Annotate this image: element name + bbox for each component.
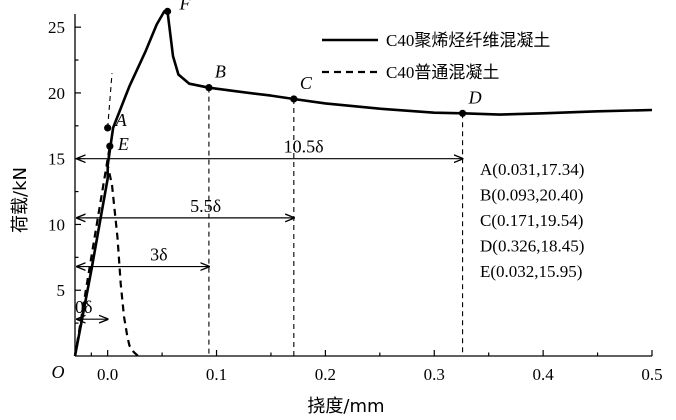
y-tick-label: 25 (48, 18, 65, 37)
elastic-extension-line (107, 73, 113, 128)
coordinate-labels: A(0.031,17.34) B(0.093,20.40) C(0.171,19.5… (480, 160, 584, 281)
point-marker-f (163, 7, 172, 15)
x-tick-label: 0.5 (641, 365, 662, 384)
annotation-label-1: 5.5δ (190, 196, 221, 216)
y-axis-title: 荷载/kN (10, 167, 31, 233)
point-label-e: E (117, 134, 129, 154)
series-lines (73, 10, 653, 357)
coordinate-label: D(0.326,18.45) (480, 237, 584, 256)
y-tick-label: 10 (48, 215, 65, 234)
axes: 0.0 0.1 0.2 0.3 0.4 0.5 5 10 15 20 25 (48, 14, 663, 384)
series-line-1 (73, 146, 139, 357)
x-tick-label: 0.3 (424, 365, 445, 384)
point-label-a: A (115, 110, 128, 130)
coordinate-label: C(0.171,19.54) (480, 211, 583, 230)
series-line-0 (73, 10, 653, 357)
annotation-label-0: 10.5δ (284, 137, 324, 157)
point-label-b: B (215, 62, 226, 82)
coordinate-label: B(0.093,20.40) (480, 186, 583, 205)
data-points: F A B C D E (104, 0, 482, 154)
annotation-label-2: 3δ (150, 245, 167, 265)
guide-lines (107, 73, 464, 356)
coordinate-label: A(0.031,17.34) (480, 160, 584, 179)
x-axis-title: 挠度/mm (307, 396, 384, 417)
origin-label: O (52, 362, 65, 382)
legend: C40聚烯烃纤维混凝土 C40普通混凝土 (322, 31, 550, 82)
x-tick-label: 0.4 (533, 365, 555, 384)
point-marker-c (290, 95, 298, 103)
y-tick-label: 5 (57, 281, 66, 300)
x-tick-label: 0.0 (97, 365, 118, 384)
point-marker-e (106, 142, 114, 150)
point-marker-d (458, 109, 467, 117)
legend-label-1: C40普通混凝土 (386, 63, 499, 82)
y-tick-label: 15 (48, 150, 65, 169)
point-label-d: D (468, 87, 482, 107)
x-tick-label: 0.2 (315, 365, 336, 384)
annotation-label-3: 0δ (75, 297, 92, 317)
legend-label-0: C40聚烯烃纤维混凝土 (386, 31, 550, 50)
point-marker-a (104, 124, 112, 132)
annotations: 10.5δ 5.5δ 3δ 0δ (75, 137, 463, 319)
x-tick-label: 0.1 (206, 365, 227, 384)
point-marker-b (205, 84, 213, 92)
y-tick-label: 20 (48, 84, 65, 103)
point-label-f: F (179, 0, 192, 13)
point-label-c: C (300, 73, 313, 93)
coordinate-label: E(0.032,15.95) (480, 262, 582, 281)
